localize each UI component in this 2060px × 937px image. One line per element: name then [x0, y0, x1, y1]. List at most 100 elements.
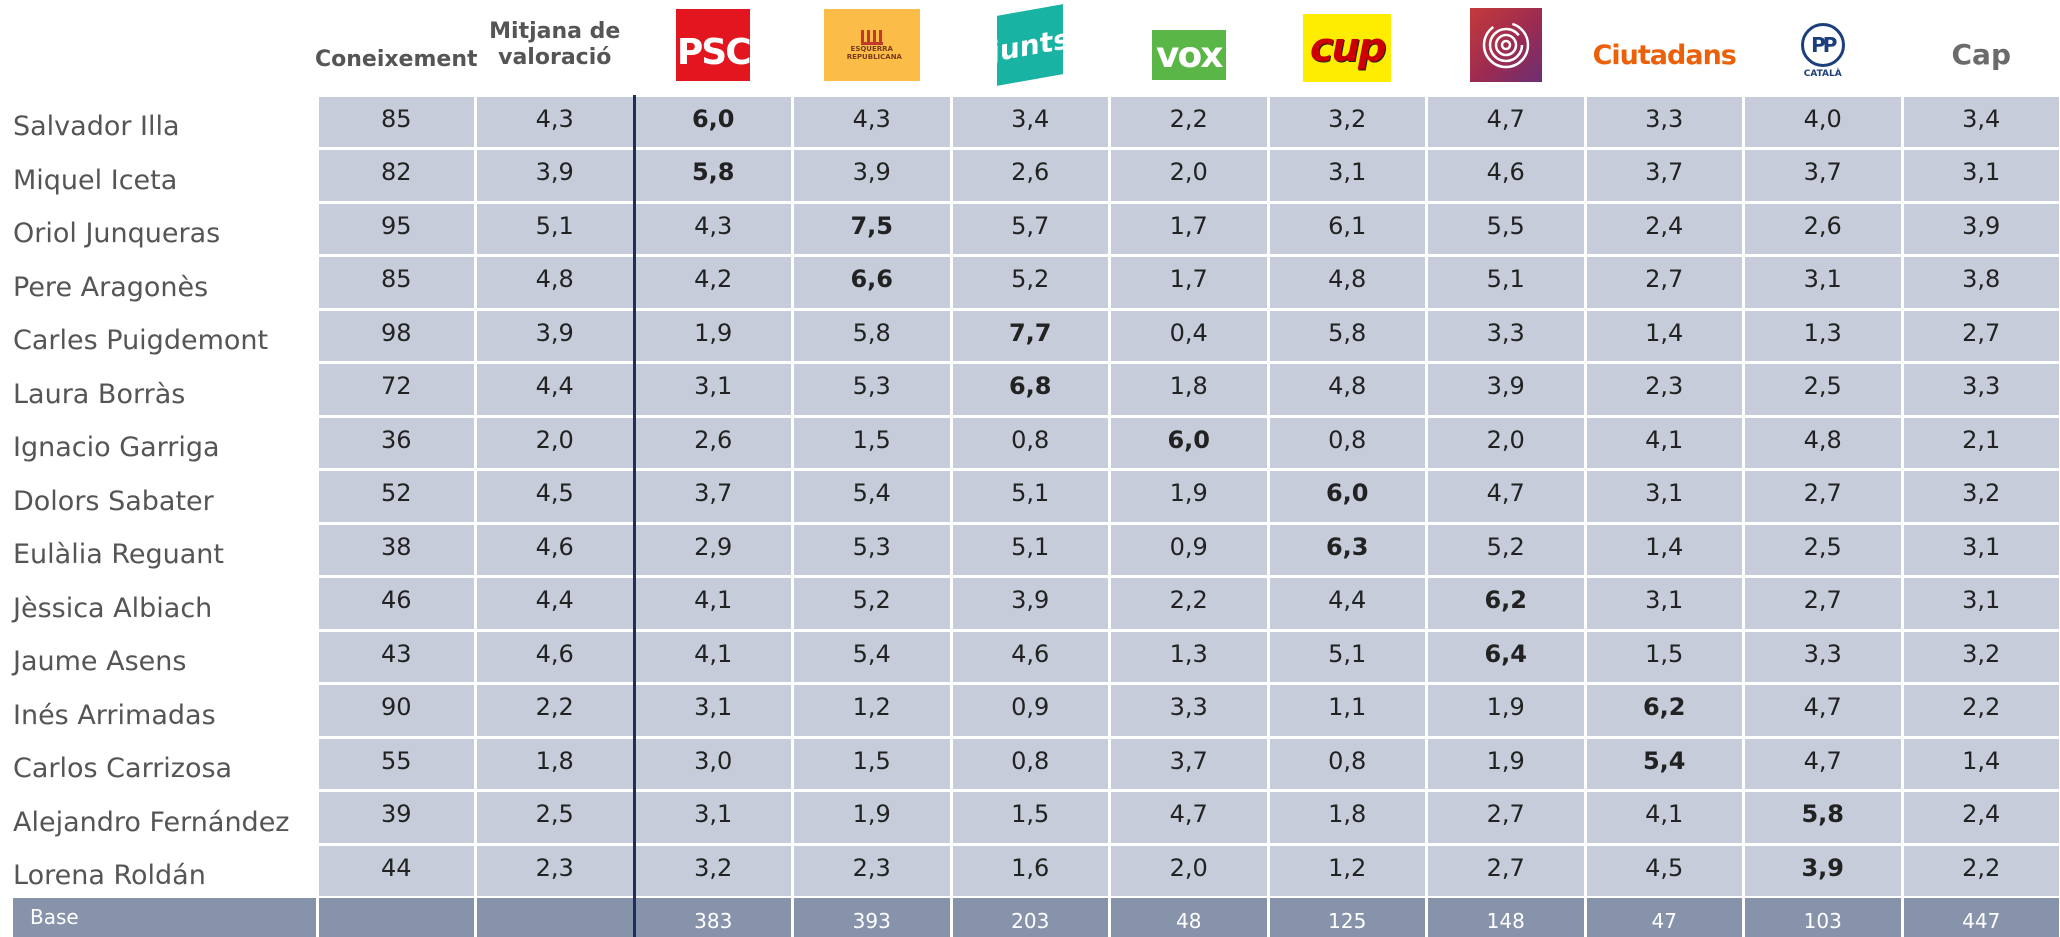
table-cell: 0,9 [952, 685, 1108, 736]
table-cell: 3,1 [1269, 150, 1425, 201]
row-name: Eulàlia Reguant [13, 539, 225, 571]
table-cell: 2,5 [1745, 364, 1901, 415]
base-cell: 148 [1428, 897, 1584, 937]
table-cell: 3,1 [635, 792, 791, 843]
party-logo: Ciutadans [1589, 30, 1739, 80]
table-cell: 3,3 [1745, 631, 1901, 682]
table-cell: 3,4 [952, 96, 1108, 147]
base-cell [477, 897, 633, 937]
column-header: Cap [1951, 38, 2012, 71]
row-name: Jaume Asens [13, 646, 187, 678]
row-name: Ignacio Garriga [13, 432, 220, 464]
row-name: Pere Aragonès [13, 271, 209, 303]
table-cell: 3,7 [1111, 738, 1267, 789]
table-cell: 2,6 [1745, 203, 1901, 254]
table-cell: 5,1 [1269, 631, 1425, 682]
table-cell: 5,1 [952, 471, 1108, 522]
table-cell: 1,7 [1111, 257, 1267, 308]
table-cell: 6,2 [1428, 578, 1584, 629]
table-cell: 3,8 [1903, 257, 2059, 308]
table-cell: 3,1 [1903, 578, 2059, 629]
table-cell: 3,1 [1903, 150, 2059, 201]
table-cell: 1,1 [1269, 685, 1425, 736]
party-label: junts [990, 21, 1071, 69]
table-cell: 3,1 [1745, 257, 1901, 308]
table-cell: 4,1 [1586, 417, 1742, 468]
table-cell: 2,4 [1586, 203, 1742, 254]
table-cell: 4,5 [477, 471, 633, 522]
table-cell: 39 [318, 792, 474, 843]
table-cell: 3,7 [1586, 150, 1742, 201]
base-cell: 393 [794, 897, 950, 937]
table-cell: 4,3 [794, 96, 950, 147]
table-cell: 5,8 [635, 150, 791, 201]
base-cell [318, 897, 474, 937]
table-cell: 4,8 [1269, 364, 1425, 415]
table-cell: 72 [318, 364, 474, 415]
table-cell: 2,2 [1903, 685, 2059, 736]
table-cell: 4,0 [1745, 96, 1901, 147]
table-cell: 2,0 [1111, 150, 1267, 201]
table-cell: 3,3 [1903, 364, 2059, 415]
row-name: Inés Arrimadas [13, 699, 216, 731]
table-cell: 55 [318, 738, 474, 789]
table-cell: 4,8 [1745, 417, 1901, 468]
table-cell: 6,0 [1269, 471, 1425, 522]
table-cell: 2,2 [1903, 845, 2059, 896]
table-cell: 0,8 [952, 417, 1108, 468]
party-logo: vox [1151, 30, 1226, 80]
table-cell: 6,4 [1428, 631, 1584, 682]
table-cell: 6,8 [952, 364, 1108, 415]
table-cell: 3,1 [1586, 578, 1742, 629]
base-cell: 383 [635, 897, 791, 937]
table-cell: 5,2 [794, 578, 950, 629]
table-cell: 1,8 [1269, 792, 1425, 843]
table-cell: 38 [318, 524, 474, 575]
table-cell: 4,7 [1745, 738, 1901, 789]
table-cell: 2,0 [477, 417, 633, 468]
table-cell: 3,1 [1903, 524, 2059, 575]
table-cell: 1,9 [635, 310, 791, 361]
table-cell: 3,3 [1428, 310, 1584, 361]
table-cell: 4,7 [1428, 96, 1584, 147]
column-header: Coneixement [314, 47, 478, 72]
table-cell: 43 [318, 631, 474, 682]
table-cell: 2,7 [1745, 471, 1901, 522]
table-cell: 0,8 [952, 738, 1108, 789]
table-cell: 0,4 [1111, 310, 1267, 361]
table-cell: 6,6 [794, 257, 950, 308]
table-cell: 2,7 [1903, 310, 2059, 361]
table-cell: 2,2 [477, 685, 633, 736]
table-cell: 3,9 [1745, 845, 1901, 896]
table-cell: 1,5 [794, 417, 950, 468]
party-logo: ESQUERRA REPUBLICANA [823, 9, 920, 81]
table-cell: 1,9 [794, 792, 950, 843]
party-logo [1469, 8, 1542, 82]
table-cell: 3,2 [1903, 631, 2059, 682]
table-cell: 44 [318, 845, 474, 896]
table-cell: 1,9 [1428, 685, 1584, 736]
table-cell: 2,3 [477, 845, 633, 896]
table-cell: 5,4 [794, 471, 950, 522]
table-cell: 2,2 [1111, 578, 1267, 629]
party-logo: cup [1303, 14, 1392, 82]
party-label: vox [1156, 34, 1223, 76]
table-cell: 4,6 [952, 631, 1108, 682]
table-cell: 3,2 [1903, 471, 2059, 522]
table-cell: 4,4 [477, 578, 633, 629]
party-icon: PP [1800, 23, 1845, 67]
column-header: Mitjana de valoració [489, 19, 621, 70]
table-cell: 36 [318, 417, 474, 468]
table-cell: 4,4 [477, 364, 633, 415]
party-label: Ciutadans [1592, 39, 1737, 71]
row-name: Laura Borràs [13, 378, 186, 410]
separator [632, 95, 636, 937]
table-cell: 1,4 [1903, 738, 2059, 789]
table-cell: 46 [318, 578, 474, 629]
table-cell: 2,0 [1428, 417, 1584, 468]
table-cell: 5,8 [1745, 792, 1901, 843]
table-cell: 2,7 [1428, 845, 1584, 896]
table-cell: 5,4 [794, 631, 950, 682]
party-icon [1482, 21, 1529, 69]
table-cell: 1,5 [794, 738, 950, 789]
